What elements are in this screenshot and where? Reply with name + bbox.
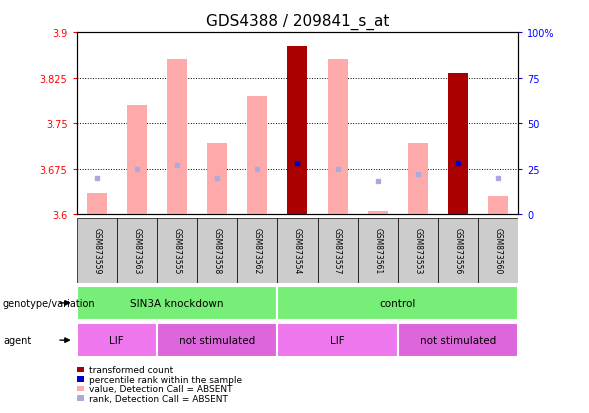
Bar (167, 60, 187, 215)
Text: LIF: LIF (330, 335, 345, 345)
Text: GSM873563: GSM873563 (133, 228, 141, 274)
Bar (478, 219, 518, 283)
Bar (398, 323, 518, 357)
Text: GSM873557: GSM873557 (333, 228, 342, 274)
Bar (77, 323, 157, 357)
Bar (157, 323, 277, 357)
Bar (197, 219, 237, 283)
Text: GSM873553: GSM873553 (413, 228, 422, 274)
Bar (448, 74, 468, 215)
Text: GSM873554: GSM873554 (293, 228, 302, 274)
Text: SIN3A knockdown: SIN3A knockdown (130, 298, 224, 308)
Bar (117, 219, 157, 283)
Text: percentile rank within the sample: percentile rank within the sample (89, 375, 242, 384)
Text: GSM873560: GSM873560 (494, 228, 503, 274)
Bar (438, 219, 478, 283)
Bar (77, 286, 277, 320)
Bar (317, 219, 358, 283)
Bar (277, 323, 398, 357)
Bar (408, 143, 428, 215)
Bar (277, 286, 518, 320)
Bar (327, 60, 348, 215)
Text: GSM873561: GSM873561 (373, 228, 382, 274)
Text: GSM873559: GSM873559 (92, 228, 101, 274)
Bar (287, 47, 307, 215)
Text: not stimulated: not stimulated (179, 335, 255, 345)
Text: GSM873556: GSM873556 (454, 228, 462, 274)
Bar (87, 194, 107, 215)
Text: value, Detection Call = ABSENT: value, Detection Call = ABSENT (89, 384, 233, 393)
Bar (368, 212, 388, 215)
Text: control: control (380, 298, 416, 308)
Text: GSM873555: GSM873555 (173, 228, 181, 274)
Bar (127, 106, 147, 215)
Bar (358, 219, 398, 283)
Text: not stimulated: not stimulated (420, 335, 496, 345)
Text: rank, Detection Call = ABSENT: rank, Detection Call = ABSENT (89, 394, 228, 403)
Title: GDS4388 / 209841_s_at: GDS4388 / 209841_s_at (206, 14, 389, 30)
Bar (207, 143, 227, 215)
Text: transformed count: transformed count (89, 365, 173, 374)
Text: genotype/variation: genotype/variation (3, 298, 95, 308)
Text: agent: agent (3, 335, 31, 345)
Text: GSM873562: GSM873562 (253, 228, 262, 274)
Bar (77, 219, 117, 283)
Text: GSM873558: GSM873558 (213, 228, 221, 274)
Bar (247, 97, 267, 215)
Bar (277, 219, 317, 283)
Bar (398, 219, 438, 283)
Bar (488, 197, 508, 215)
Bar (157, 219, 197, 283)
Text: LIF: LIF (110, 335, 124, 345)
Bar (237, 219, 277, 283)
